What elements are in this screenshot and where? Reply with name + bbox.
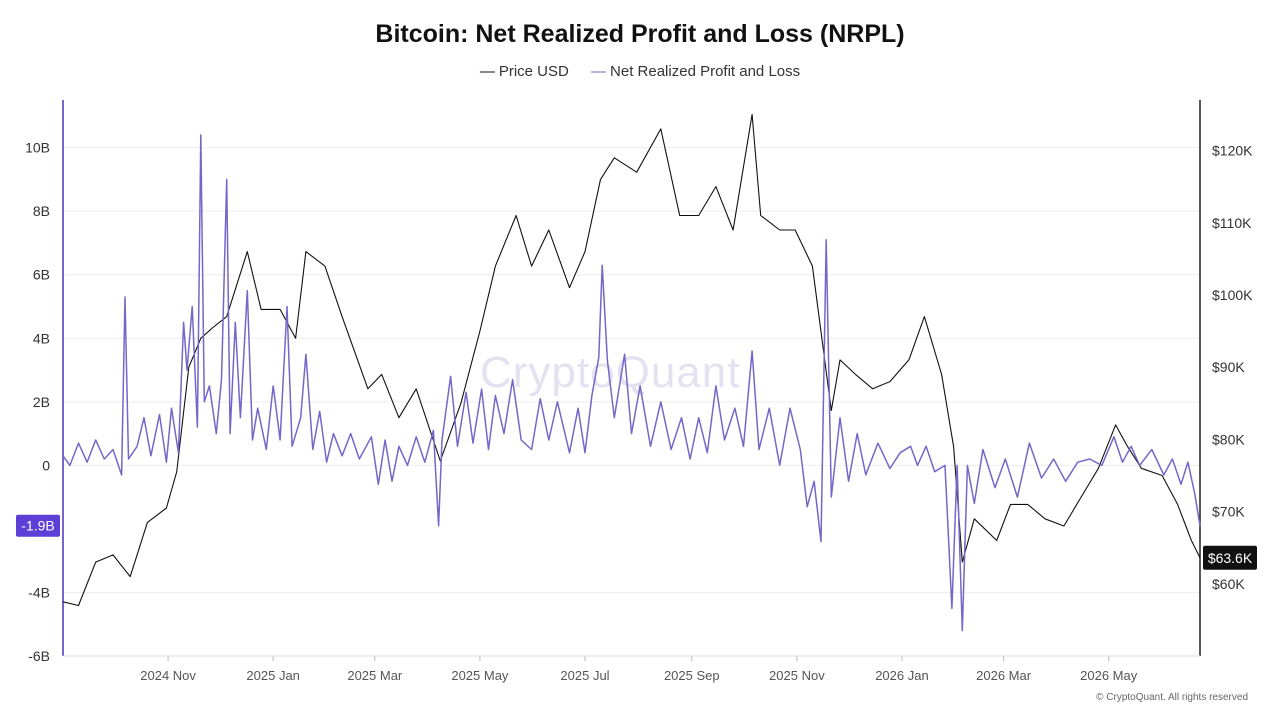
y-left-tick-label: -6B	[28, 648, 50, 664]
current-price-badge	[1203, 545, 1257, 570]
watermark: CryptoQuant	[480, 348, 741, 397]
current-price-label: $63.6K	[1208, 550, 1253, 566]
x-tick-label: 2026 Jan	[875, 668, 929, 683]
series-line-nrpl	[62, 134, 1201, 632]
x-tick-label: 2024 Nov	[140, 668, 196, 683]
legend-label-price: Price USD	[498, 63, 569, 80]
y-right-tick-label: $60K	[1212, 576, 1245, 592]
x-tick-label: 2025 Sep	[664, 668, 720, 683]
y-left-tick-label: 0	[42, 457, 50, 473]
x-tick-label: 2025 Jul	[560, 668, 609, 683]
y-right-tick-label: $100K	[1212, 287, 1253, 303]
y-left-tick-label: -4B	[28, 584, 50, 600]
legend-label-nrpl: Net Realized Profit and Loss	[610, 63, 801, 80]
legend-item-price[interactable]: — Price USD	[480, 63, 569, 80]
y-right-tick-label: $120K	[1212, 143, 1253, 159]
chart-title: Bitcoin: Net Realized Profit and Loss (N…	[375, 20, 905, 48]
x-tick-label: 2025 Jan	[246, 668, 300, 683]
y-right-tick-label: $90K	[1212, 359, 1245, 375]
x-tick-label: 2026 May	[1080, 668, 1138, 683]
y-left-tick-label: 4B	[33, 330, 50, 346]
y-right-tick-label: $80K	[1212, 431, 1245, 447]
copyright-notice: © CryptoQuant. All rights reserved	[1096, 692, 1248, 703]
y-right-tick-label: $110K	[1212, 215, 1252, 231]
y-left-tick-label: 10B	[25, 140, 50, 156]
x-tick-label: 2025 Nov	[769, 668, 825, 683]
legend-swatch-price: —	[479, 63, 495, 80]
legend: — Price USD — Net Realized Profit and Loss	[0, 63, 1280, 80]
legend-item-nrpl[interactable]: — Net Realized Profit and Loss	[591, 63, 800, 80]
y-left-tick-label: 2B	[33, 394, 50, 410]
current-nrpl-badge	[16, 514, 60, 537]
current-nrpl-label: -1.9B	[21, 518, 54, 534]
y-right-tick-label: $70K	[1212, 504, 1245, 520]
y-left-tick-label: 8B	[33, 203, 50, 219]
legend-swatch-nrpl: —	[591, 63, 607, 80]
x-tick-label: 2025 Mar	[347, 668, 403, 683]
x-tick-label: 2026 Mar	[976, 668, 1032, 683]
series-line-price-usd	[62, 113, 1201, 607]
y-left-tick-label: 6B	[33, 267, 50, 283]
x-tick-label: 2025 May	[451, 668, 509, 683]
